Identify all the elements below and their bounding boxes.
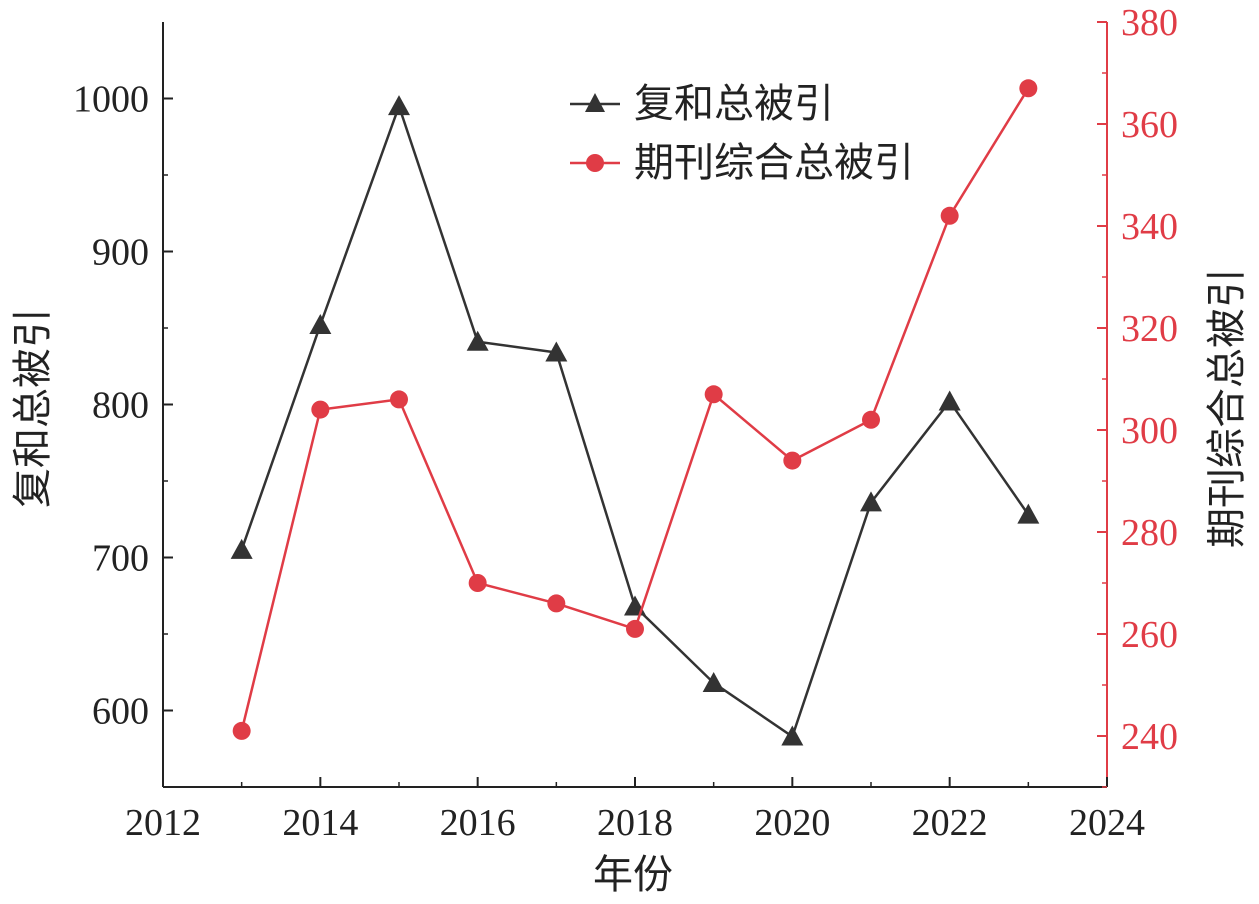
circle-marker-icon (586, 154, 604, 172)
data-point-triangle (781, 725, 804, 746)
data-point-triangle (545, 341, 568, 362)
data-point-triangle (388, 95, 410, 116)
data-point-triangle (1017, 503, 1040, 524)
triangle-marker-icon (585, 93, 605, 112)
data-point-circle (704, 385, 723, 404)
data-point-triangle (938, 390, 961, 411)
data-point-triangle (702, 671, 725, 692)
x-tick-label: 2022 (912, 802, 988, 844)
data-point-circle (862, 410, 880, 429)
x-tick-label: 2020 (754, 802, 830, 844)
right-y-tick-label: 380 (1121, 2, 1178, 44)
legend-label-left-series: 复和总被引 (634, 81, 834, 126)
right-y-tick-label: 240 (1121, 716, 1178, 758)
left-y-axis-ticks: 600 700 800 900 1000 (73, 79, 173, 733)
data-point-circle (626, 619, 644, 638)
right-y-tick-label: 260 (1121, 614, 1178, 656)
legend: 复和总被引 期刊综合总被引 (570, 81, 914, 185)
left-y-tick-label: 800 (92, 385, 149, 427)
data-point-circle (547, 594, 566, 613)
left-y-tick-label: 600 (92, 691, 149, 733)
right-y-axis-ticks: 240 260 280 300 320 340 360 380 (1097, 2, 1178, 788)
x-axis-ticks: 2012 2014 2016 2018 2020 2022 2024 (125, 777, 1145, 844)
x-tick-label: 2016 (440, 802, 516, 844)
data-point-circle (468, 574, 487, 592)
legend-item-left-series: 复和总被引 (570, 81, 834, 126)
data-point-circle (311, 400, 330, 419)
x-tick-label: 2018 (597, 802, 673, 844)
series-line-left (240, 102, 1030, 739)
data-point-triangle (466, 330, 489, 351)
legend-item-right-series: 期刊综合总被引 (570, 140, 914, 185)
right-y-tick-label: 320 (1121, 308, 1178, 350)
data-point-circle (940, 206, 959, 225)
series-layer (230, 79, 1040, 746)
right-y-axis-label: 期刊综合总被引 (1204, 268, 1249, 548)
x-tick-label: 2012 (125, 802, 201, 844)
data-point-circle (1019, 79, 1038, 98)
data-point-circle (783, 451, 802, 470)
legend-label-right-series: 期刊综合总被引 (634, 140, 914, 185)
x-tick-label: 2014 (282, 802, 358, 844)
x-axis-label: 年份 (593, 852, 673, 897)
data-point-triangle (860, 491, 882, 512)
right-y-tick-label: 360 (1121, 104, 1178, 146)
data-point-circle (390, 390, 408, 409)
data-point-triangle (230, 538, 253, 559)
right-y-tick-label: 280 (1121, 512, 1178, 554)
left-y-tick-label: 700 (92, 538, 149, 580)
left-y-tick-label: 900 (92, 232, 149, 274)
left-y-tick-label: 1000 (73, 79, 149, 121)
right-y-tick-label: 300 (1121, 410, 1178, 452)
right-y-tick-label: 340 (1121, 206, 1178, 248)
data-point-circle (232, 721, 251, 740)
plot-frame (162, 22, 1108, 788)
data-point-triangle (309, 313, 332, 334)
left-y-axis-label: 复和总被引 (10, 308, 55, 508)
x-tick-label: 2024 (1069, 802, 1145, 844)
